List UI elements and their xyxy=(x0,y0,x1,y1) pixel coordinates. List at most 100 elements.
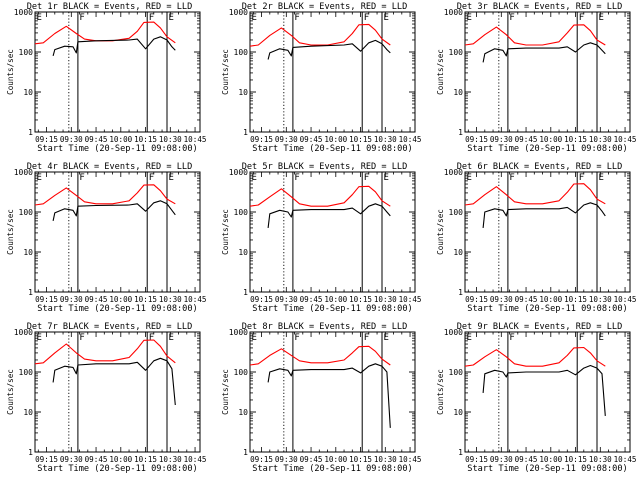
panel-title: Det 9r BLACK = Events, RED = LLD xyxy=(457,322,623,332)
x-tick-label: 09:30 xyxy=(490,135,513,144)
x-tick-label: 10:45 xyxy=(184,455,207,464)
y-axis-label: Counts/sec xyxy=(6,369,15,415)
x-tick-label: 10:30 xyxy=(589,455,612,464)
marker-label: F xyxy=(579,13,584,23)
series-black-line xyxy=(482,42,606,63)
x-tick-label: 09:45 xyxy=(300,135,323,144)
x-axis-label: Start Time (20-Sep-11 09:08:00) xyxy=(467,304,627,314)
x-tick-label: 09:30 xyxy=(60,135,83,144)
x-tick-label: 09:15 xyxy=(35,135,58,144)
y-tick-label: 10 xyxy=(23,408,33,417)
plot-frame xyxy=(34,171,201,293)
y-tick-label: 1000 xyxy=(444,328,463,337)
series-red-line xyxy=(249,23,391,47)
panel-title: Det 2r BLACK = Events, RED = LLD xyxy=(242,2,408,12)
x-axis-label: Start Time (20-Sep-11 09:08:00) xyxy=(37,464,197,474)
y-tick-label: 1000 xyxy=(14,8,33,17)
marker-label: E xyxy=(37,173,42,183)
detector-panel-5: Det 5r BLACK = Events, RED = LLD 1 10 100 10… xyxy=(221,162,421,314)
marker-label: E xyxy=(252,173,257,183)
panel-title: Det 3r BLACK = Events, RED = LLD xyxy=(457,2,623,12)
y-tick-label: 1 xyxy=(458,288,463,297)
marker-label: E xyxy=(384,173,389,183)
x-tick-label: 10:45 xyxy=(184,135,207,144)
series-black-line xyxy=(52,200,176,222)
detector-panel-3: Det 3r BLACK = Events, RED = LLD 1 10 100 10… xyxy=(436,2,636,154)
x-tick-label: 10:15 xyxy=(134,295,157,304)
series-red-line xyxy=(34,339,176,365)
x-axis-label: Start Time (20-Sep-11 09:08:00) xyxy=(467,144,627,154)
x-tick-label: 09:45 xyxy=(85,135,108,144)
series-red-line xyxy=(464,183,606,206)
y-tick-label: 1000 xyxy=(229,8,248,17)
marker-label: E xyxy=(37,13,42,23)
x-tick-label: 10:00 xyxy=(539,135,562,144)
y-tick-label: 100 xyxy=(234,368,249,377)
x-tick-label: 09:30 xyxy=(275,455,298,464)
x-axis-label: Start Time (20-Sep-11 09:08:00) xyxy=(252,144,412,154)
marker-label: F xyxy=(79,13,84,23)
detector-panel-9: Det 9r BLACK = Events, RED = LLD 1 10 100 10… xyxy=(436,322,636,474)
x-tick-label: 09:15 xyxy=(35,455,58,464)
x-tick-label: 10:00 xyxy=(109,455,132,464)
y-tick-label: 10 xyxy=(238,88,248,97)
series-black-line xyxy=(52,357,176,406)
x-tick-label: 10:15 xyxy=(564,135,587,144)
x-tick-label: 09:15 xyxy=(465,295,488,304)
x-tick-label: 09:30 xyxy=(490,295,513,304)
y-axis-label: Counts/sec xyxy=(221,209,230,255)
y-tick-label: 10 xyxy=(453,408,463,417)
x-tick-label: 10:15 xyxy=(349,455,372,464)
x-tick-label: 10:30 xyxy=(159,135,182,144)
x-tick-label: 10:45 xyxy=(184,295,207,304)
marker-label: F xyxy=(364,333,369,343)
x-tick-label: 10:30 xyxy=(374,295,397,304)
marker-label: E xyxy=(467,173,472,183)
y-axis-label: Counts/sec xyxy=(6,49,15,95)
y-tick-label: 1 xyxy=(243,128,248,137)
x-tick-label: 09:15 xyxy=(250,455,273,464)
x-tick-label: 10:15 xyxy=(564,455,587,464)
x-tick-label: 09:15 xyxy=(35,295,58,304)
panel-title: Det 5r BLACK = Events, RED = LLD xyxy=(242,162,408,172)
y-tick-label: 1 xyxy=(243,448,248,457)
x-tick-label: 10:45 xyxy=(614,295,637,304)
y-tick-label: 1000 xyxy=(14,168,33,177)
marker-label: F xyxy=(509,173,514,183)
series-black-line xyxy=(267,39,391,60)
detector-panel-6: Det 6r BLACK = Events, RED = LLD 1 10 100 10… xyxy=(436,162,636,314)
y-tick-label: 10 xyxy=(453,248,463,257)
x-tick-label: 09:30 xyxy=(60,455,83,464)
series-black-line xyxy=(482,364,606,416)
marker-label: F xyxy=(294,13,299,23)
marker-label: F xyxy=(149,13,154,23)
x-tick-label: 09:45 xyxy=(85,295,108,304)
detector-panel-1: Det 1r BLACK = Events, RED = LLD 1 10 100 10… xyxy=(6,2,206,154)
x-tick-label: 09:45 xyxy=(515,295,538,304)
y-tick-label: 1 xyxy=(28,448,33,457)
y-axis-label: Counts/sec xyxy=(436,49,445,95)
y-tick-label: 1 xyxy=(458,128,463,137)
x-tick-label: 10:15 xyxy=(134,135,157,144)
y-tick-label: 10 xyxy=(23,248,33,257)
y-tick-label: 100 xyxy=(19,368,34,377)
marker-label: E xyxy=(384,333,389,343)
x-tick-label: 10:30 xyxy=(159,455,182,464)
x-tick-label: 10:45 xyxy=(399,455,422,464)
x-tick-label: 09:45 xyxy=(85,455,108,464)
panel-title: Det 1r BLACK = Events, RED = LLD xyxy=(27,2,193,12)
y-tick-label: 1 xyxy=(458,448,463,457)
marker-label: F xyxy=(509,333,514,343)
marker-label: E xyxy=(252,333,257,343)
x-tick-label: 10:30 xyxy=(589,135,612,144)
y-tick-label: 1 xyxy=(28,288,33,297)
marker-label: F xyxy=(79,333,84,343)
x-tick-label: 09:30 xyxy=(490,455,513,464)
marker-label: F xyxy=(579,333,584,343)
y-axis-label: Counts/sec xyxy=(221,369,230,415)
x-axis-label: Start Time (20-Sep-11 09:08:00) xyxy=(467,464,627,474)
marker-label: F xyxy=(364,13,369,23)
x-tick-label: 10:30 xyxy=(374,455,397,464)
y-tick-label: 1 xyxy=(28,128,33,137)
